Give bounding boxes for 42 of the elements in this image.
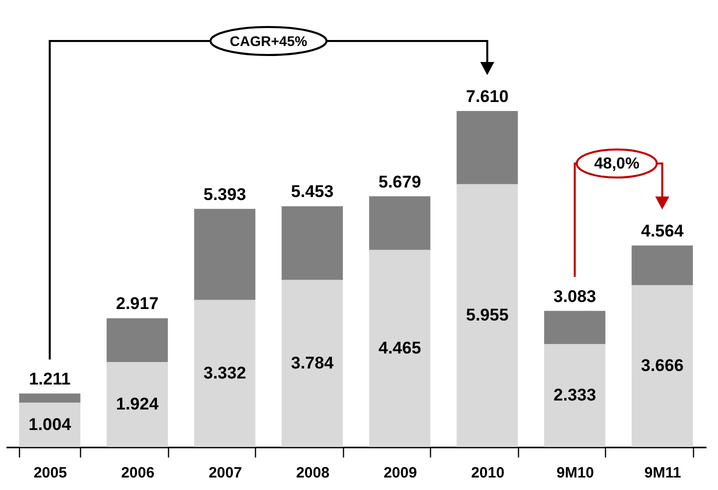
x-tick-label: 2005 [34, 464, 67, 482]
bar [456, 111, 518, 184]
bar [544, 310, 606, 344]
data-label: 4.465 [378, 338, 422, 358]
bar [632, 245, 693, 286]
total-label: 2.917 [116, 294, 159, 314]
bar [544, 344, 606, 447]
data-label: 3.666 [640, 356, 684, 376]
total-label: 5.453 [290, 182, 334, 202]
x-tick-label: 9M10 [556, 464, 594, 482]
data-label: 2.333 [553, 385, 596, 404]
total-label: 5.679 [378, 172, 422, 192]
total-label: 3.083 [553, 286, 596, 306]
bar [282, 280, 343, 447]
bar [19, 394, 80, 403]
bar [19, 402, 80, 447]
data-label: 5.955 [466, 306, 509, 325]
x-tick-label: 2007 [208, 464, 242, 482]
bar [106, 318, 168, 362]
total-label: 5.393 [203, 184, 246, 204]
bar [106, 362, 168, 447]
text: CAGR+45% [230, 33, 308, 49]
total-label: 4.564 [640, 221, 684, 240]
x-tick-label: 2010 [471, 464, 504, 482]
x-tick-label: 2009 [384, 464, 417, 482]
bar [194, 208, 256, 300]
bar [456, 184, 518, 447]
total-label: 1.211 [28, 370, 71, 389]
bar [369, 196, 430, 250]
annotation: 48,0% [594, 155, 640, 172]
data-label: 1.924 [116, 394, 160, 414]
data-label: 3.332 [203, 363, 246, 382]
data-label: 3.784 [290, 353, 334, 372]
bar [369, 250, 430, 447]
data-label: 1.004 [28, 414, 72, 434]
bar [632, 285, 693, 447]
total-label: 7.610 [466, 87, 509, 106]
x-tick-label: 9M11 [644, 464, 682, 482]
x-tick-label: 2008 [296, 464, 330, 482]
bar [194, 300, 256, 447]
bar [282, 206, 343, 280]
x-tick-label: 2006 [121, 464, 154, 482]
